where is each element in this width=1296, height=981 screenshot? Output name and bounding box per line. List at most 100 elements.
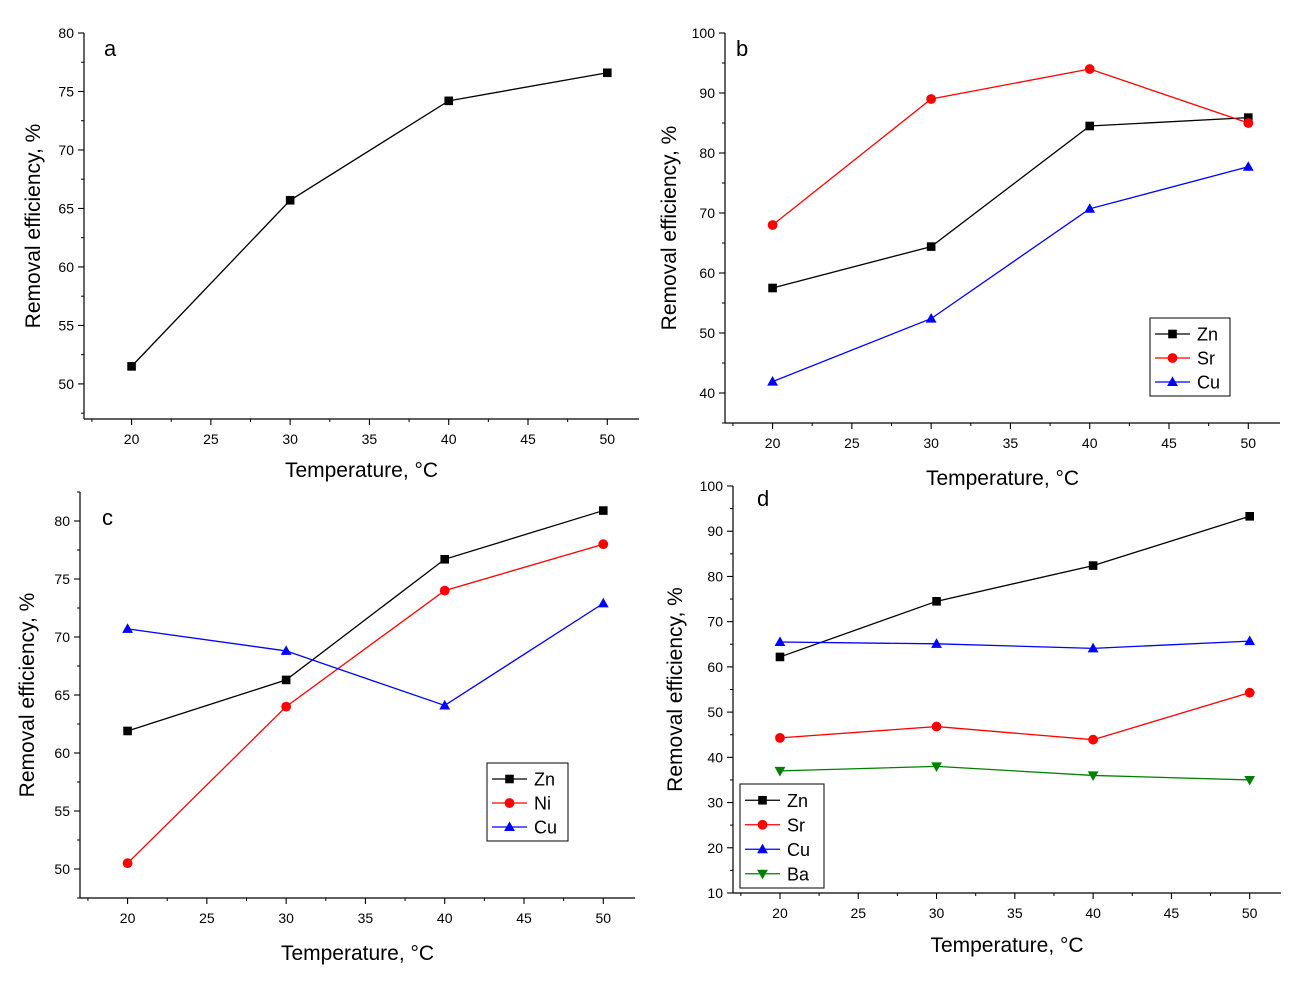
panel-b-legend (1149, 317, 1231, 397)
panel-b-x-tick-label: 35 (1003, 435, 1019, 451)
panel-b-y-axis-title: Removal efficiency, % (658, 126, 681, 331)
panel-b-x-tick-label: 45 (1161, 435, 1177, 451)
panel-b-series-zn-point (1085, 121, 1095, 131)
panel-c-legend-label-zn: Zn (534, 770, 555, 790)
panel-d-series-cu-point (931, 638, 942, 648)
panel-d-x-axis-title: Temperature, °C (930, 934, 1083, 957)
panel-c-y-axis-title: Removal efficiency, % (16, 593, 39, 798)
panel-a-series-main-point (602, 68, 612, 78)
panel-a-y-tick-label: 50 (58, 376, 74, 392)
panel-b-x-axis-title: Temperature, °C (926, 467, 1079, 490)
panel-c-series-ni-point (122, 858, 133, 869)
panel-b-y-tick-label: 100 (692, 25, 716, 41)
panel-a-series-main-line (131, 72, 608, 367)
panel-c-x-tick-label: 35 (358, 910, 374, 926)
panel-b-legend-marker-cu (1167, 376, 1178, 386)
panel-c-series-zn-point (598, 506, 608, 515)
panel-c-x-tick-label: 30 (278, 910, 294, 926)
panel-a-x-tick-label: 25 (203, 431, 219, 447)
panel-b-letter: b (736, 36, 748, 61)
panel-a-series-main-point (285, 195, 295, 205)
panel-a-y-tick-label: 60 (58, 259, 74, 275)
panel-b-legend-label-sr: Sr (1197, 349, 1215, 369)
panel-b-series-zn-point (1243, 113, 1253, 122)
panel-d-y-tick-label: 20 (707, 840, 723, 856)
panel-b-y-tick-label: 40 (699, 385, 715, 401)
panel-b-series-sr-point (926, 94, 937, 104)
panel-c-series-ni-point (598, 539, 609, 550)
panel-b-legend-label-zn: Zn (1197, 325, 1218, 345)
panel-c-series-ni-line (127, 543, 604, 864)
panel-d-x-tick-label: 30 (929, 905, 945, 921)
panel-d-series-ba-point (931, 762, 942, 772)
panel-b-x-tick-label: 30 (923, 435, 939, 451)
panel-c-legend-marker-zn (505, 774, 514, 784)
panel-d-legend-label-cu: Cu (787, 840, 810, 860)
panel-c-series-zn-point (281, 675, 291, 685)
panel-a-x-tick-label: 45 (520, 431, 536, 447)
panel-a-y-tick-label: 80 (58, 25, 74, 41)
panel-a-series-main-point (444, 96, 454, 106)
panel-a-y-tick-label: 55 (58, 317, 74, 333)
panel-d-y-tick-label: 80 (707, 568, 723, 584)
panel-d-letter: d (757, 486, 769, 511)
panel-b-x-tick-label: 50 (1240, 435, 1256, 451)
panel-c-series-zn-point (123, 726, 132, 736)
panel-b-y-tick-label: 80 (699, 145, 715, 161)
panel-d-legend-label-sr: Sr (787, 815, 805, 835)
panel-d-series-ba-point (774, 766, 786, 777)
panel-d-series-zn-point (932, 597, 941, 606)
panel-c-y-tick-label: 75 (54, 571, 70, 587)
panel-c-series-cu-point (439, 699, 451, 710)
panel-d-series-cu-line (779, 640, 1250, 649)
panel-b-series-cu-point (1242, 161, 1254, 171)
panel-a-x-tick-label: 20 (124, 431, 140, 447)
panel-d-y-tick-label: 60 (707, 659, 723, 675)
panel-d-series-ba-point (1087, 771, 1099, 782)
panel-d-y-tick-label: 30 (707, 795, 723, 811)
panel-a-x-axis-title: Temperature, °C (285, 459, 438, 482)
panel-d-series-sr-point (1244, 687, 1255, 698)
panel-b-series-zn-point (926, 242, 936, 251)
panel-d-series-cu-point (774, 636, 786, 647)
panel-c-series-zn-line (127, 509, 604, 732)
panel-d-series-sr-line (779, 692, 1250, 741)
panel-b-x-tick-label: 20 (765, 435, 781, 451)
panel-c-x-tick-label: 50 (595, 910, 611, 926)
panel-d-series-sr-point (931, 721, 942, 732)
panel-a-letter: a (104, 36, 117, 61)
panel-b-x-tick-label: 40 (1082, 435, 1098, 451)
panel-c-series-cu-line (127, 602, 604, 707)
panel-d-legend-marker-cu (757, 843, 768, 854)
panel-d-x-tick-label: 40 (1085, 905, 1101, 921)
panel-a-x-tick-label: 30 (282, 431, 298, 447)
panel-d-x-tick-label: 20 (772, 905, 788, 921)
panel-a-y-tick-label: 65 (58, 200, 74, 216)
panel-b: 20 25 30 35 40 45 50 40 50 60 70 80 90 100 Temperature… (658, 25, 1280, 490)
panel-d-y-tick-label: 10 (707, 885, 723, 901)
panel-a: 20 25 30 35 40 45 50 50 55 60 65 70 75 80 Temperature,… (22, 25, 639, 482)
panel-b-series-zn-line (772, 116, 1249, 289)
panel-c-series-zn-point (440, 554, 450, 564)
panel-b-legend-label-cu: Cu (1197, 373, 1220, 393)
panel-c-y-tick-label: 55 (54, 803, 70, 819)
panel-d-y-axis-title: Removal efficiency, % (664, 587, 687, 792)
panel-c-series-cu-point (597, 597, 609, 608)
panel-d-y-tick-label: 50 (707, 704, 723, 720)
panel-c-letter: c (102, 505, 113, 530)
panel-c-x-axis-title: Temperature, °C (281, 942, 434, 965)
panel-d-series-cu-point (1087, 642, 1099, 653)
panel-c-series-cu-point (280, 645, 292, 655)
panel-b-series-cu-point (1084, 203, 1096, 213)
panel-b-y-tick-label: 50 (699, 325, 715, 341)
panel-a-y-axis-title: Removal efficiency, % (22, 124, 45, 329)
panel-b-y-tick-label: 70 (699, 205, 715, 221)
panel-c-x-tick-label: 40 (437, 910, 453, 926)
panel-a-x-tick-label: 35 (362, 431, 378, 447)
panel-c-legend-marker-cu (504, 821, 515, 831)
panel-d-legend-label-zn: Zn (787, 791, 808, 811)
panel-c-x-tick-label: 25 (199, 910, 215, 926)
panel-c: 20 25 30 35 40 45 50 50 55 60 65 70 75 80 Temperature,… (16, 491, 635, 965)
panel-a-series-main-point (127, 362, 136, 371)
